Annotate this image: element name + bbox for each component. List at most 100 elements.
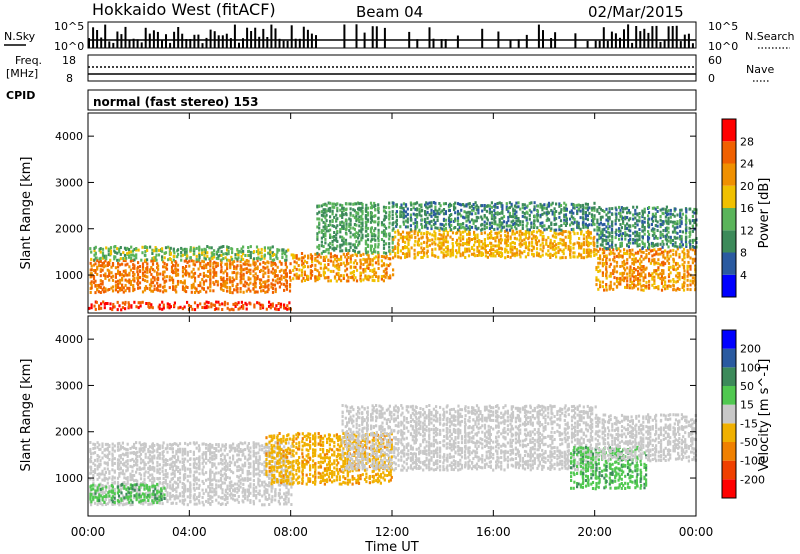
power-cell bbox=[309, 264, 312, 268]
power-cell bbox=[517, 219, 520, 223]
power-cell bbox=[648, 274, 651, 278]
power-cell bbox=[444, 210, 447, 214]
power-cell bbox=[456, 209, 460, 213]
power-cell bbox=[623, 259, 626, 263]
power-cell bbox=[476, 245, 479, 249]
power-cell bbox=[217, 254, 220, 258]
power-cell bbox=[320, 213, 323, 217]
power-cell bbox=[596, 218, 599, 222]
power-cell bbox=[127, 303, 131, 307]
velocity-cell bbox=[143, 474, 146, 478]
power-cell bbox=[124, 283, 127, 287]
power-cell bbox=[586, 214, 589, 218]
power-cell bbox=[667, 284, 671, 288]
power-cell bbox=[392, 248, 395, 252]
power-cell bbox=[406, 220, 409, 224]
velocity-cell bbox=[111, 468, 114, 472]
noise-bar bbox=[108, 41, 111, 48]
power-cell bbox=[358, 242, 361, 246]
velocity-cell bbox=[162, 477, 165, 480]
power-cell bbox=[500, 202, 503, 206]
power-cell bbox=[474, 205, 477, 209]
power-cell bbox=[365, 234, 368, 238]
velocity-cell bbox=[147, 466, 150, 470]
power-cell bbox=[641, 242, 644, 246]
power-cell bbox=[344, 264, 347, 268]
power-cell bbox=[434, 215, 437, 218]
velocity-cell bbox=[181, 490, 184, 494]
power-cell bbox=[605, 239, 608, 242]
power-cell bbox=[316, 278, 319, 282]
velocity-cell bbox=[153, 454, 156, 458]
noise-bar bbox=[205, 37, 208, 48]
velocity-cell bbox=[142, 502, 145, 506]
power-cell bbox=[689, 247, 692, 251]
power-cell bbox=[539, 205, 542, 209]
power-cell bbox=[660, 263, 664, 267]
power-cell bbox=[157, 272, 160, 276]
velocity-cell bbox=[161, 466, 164, 470]
power-cell bbox=[322, 233, 325, 236]
power-cell bbox=[449, 254, 452, 258]
power-cell bbox=[101, 251, 105, 255]
power-cell bbox=[146, 268, 149, 272]
power-cell bbox=[483, 214, 486, 217]
power-cell bbox=[445, 228, 448, 232]
power-cell bbox=[438, 232, 441, 236]
power-cell bbox=[418, 228, 421, 232]
velocity-cell bbox=[142, 459, 145, 463]
power-cell bbox=[603, 246, 606, 250]
power-cell bbox=[106, 264, 109, 267]
power-cell bbox=[605, 218, 608, 222]
power-cell bbox=[355, 223, 358, 227]
power-cell bbox=[148, 301, 151, 305]
power-cell bbox=[240, 277, 243, 281]
power-cell bbox=[637, 287, 640, 291]
power-cell bbox=[353, 232, 356, 236]
power-cell bbox=[627, 224, 630, 228]
power-cell bbox=[506, 250, 509, 254]
power-cell bbox=[642, 276, 645, 280]
power-cell bbox=[653, 253, 656, 257]
power-cell bbox=[100, 306, 103, 310]
power-cell bbox=[336, 224, 339, 228]
power-cell bbox=[188, 272, 191, 276]
power-cell bbox=[128, 265, 131, 269]
power-cell bbox=[418, 203, 421, 207]
power-cell bbox=[547, 244, 550, 248]
power-cell bbox=[653, 231, 656, 235]
power-cell bbox=[298, 268, 301, 272]
velocity-cell bbox=[129, 451, 132, 455]
power-cell bbox=[212, 289, 215, 293]
power-cell bbox=[338, 268, 341, 271]
velocity-cell bbox=[171, 447, 174, 451]
power-cell bbox=[94, 279, 97, 283]
velocity-cell bbox=[189, 485, 192, 489]
power-cell bbox=[111, 285, 115, 289]
power-cell bbox=[473, 230, 476, 234]
power-cell bbox=[152, 249, 155, 253]
power-cell bbox=[667, 245, 670, 249]
power-cell bbox=[665, 238, 668, 242]
power-cell bbox=[105, 257, 108, 261]
power-cell bbox=[626, 252, 629, 256]
power-cell bbox=[599, 261, 602, 265]
velocity-cell bbox=[207, 497, 210, 501]
power-cell bbox=[657, 252, 660, 256]
velocity-cell bbox=[177, 469, 180, 473]
power-cell bbox=[295, 272, 298, 276]
power-cell bbox=[651, 219, 654, 223]
power-cell bbox=[342, 209, 345, 213]
power-cell bbox=[533, 214, 536, 218]
power-cell bbox=[341, 226, 344, 230]
velocity-cell bbox=[173, 488, 176, 492]
power-cell bbox=[413, 252, 416, 256]
power-cell bbox=[459, 239, 462, 243]
power-cell bbox=[467, 214, 470, 218]
power-cell bbox=[494, 205, 497, 209]
power-cell bbox=[364, 226, 367, 230]
power-cell bbox=[128, 278, 131, 282]
power-cell bbox=[112, 305, 115, 309]
power-cell bbox=[201, 259, 204, 263]
power-cell bbox=[348, 202, 351, 206]
